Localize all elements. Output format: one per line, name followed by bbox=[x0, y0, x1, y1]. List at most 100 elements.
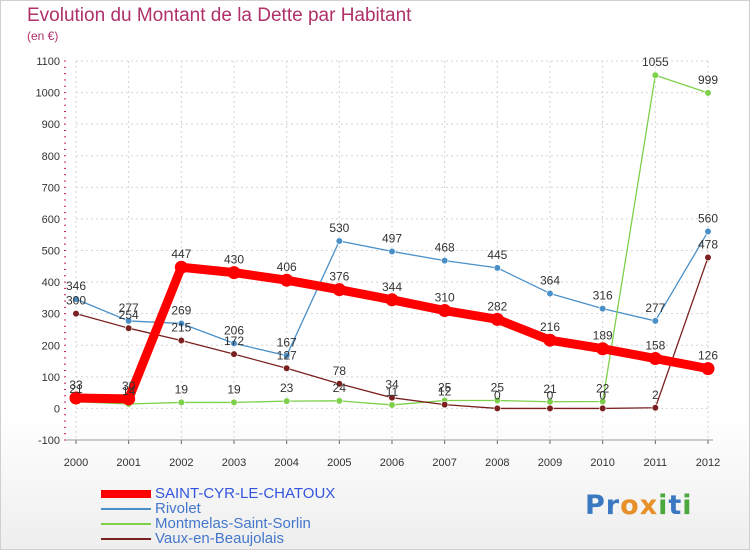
data-label-3: 34 bbox=[385, 378, 399, 392]
logo-letter: o bbox=[620, 490, 640, 521]
data-label-1: 269 bbox=[171, 303, 191, 317]
legend-swatch bbox=[101, 538, 151, 540]
data-label-0: 189 bbox=[593, 329, 613, 343]
y-tick-label: 300 bbox=[42, 309, 60, 321]
legend-label: Montmelas-Saint-Sorlin bbox=[155, 515, 311, 532]
data-label-1: 530 bbox=[329, 221, 349, 235]
x-tick-label: 2004 bbox=[274, 457, 298, 469]
series-point-1 bbox=[493, 264, 501, 272]
series-point-3 bbox=[72, 310, 80, 318]
legend-swatch bbox=[101, 508, 151, 510]
series-point-1 bbox=[177, 319, 185, 328]
data-label-2: 21 bbox=[69, 382, 83, 396]
data-label-2: 22 bbox=[596, 381, 610, 395]
series-point-0 bbox=[648, 352, 662, 366]
series-point-1 bbox=[441, 257, 449, 265]
series-point-2 bbox=[388, 401, 396, 409]
legend-swatch bbox=[101, 523, 151, 525]
series-point-0 bbox=[280, 273, 294, 287]
y-tick-label: -100 bbox=[38, 435, 60, 447]
proxiti-logo: Proxiti bbox=[585, 490, 693, 521]
data-label-3: 478 bbox=[698, 237, 718, 251]
y-tick-label: 900 bbox=[42, 119, 60, 131]
data-label-0: 430 bbox=[224, 253, 244, 267]
series-point-0 bbox=[385, 293, 399, 307]
logo-letter: r bbox=[605, 490, 621, 521]
series-point-2 bbox=[493, 396, 501, 405]
data-label-0: 344 bbox=[382, 280, 402, 294]
series-point-2 bbox=[335, 397, 343, 405]
y-tick-label: 1100 bbox=[36, 56, 60, 68]
data-label-1: 445 bbox=[487, 248, 507, 262]
series-point-1 bbox=[335, 237, 343, 245]
data-label-3: 2 bbox=[652, 388, 659, 402]
data-label-2: 25 bbox=[491, 381, 505, 395]
data-label-3: 0 bbox=[599, 388, 606, 402]
series-point-3 bbox=[335, 380, 343, 388]
data-label-1: 497 bbox=[382, 231, 402, 245]
series-point-0 bbox=[332, 283, 346, 297]
series-point-2 bbox=[177, 398, 185, 407]
data-label-0: 158 bbox=[645, 339, 665, 353]
series-point-1 bbox=[72, 295, 80, 303]
series-point-0 bbox=[701, 362, 715, 376]
data-label-1: 277 bbox=[119, 301, 139, 315]
series-point-1 bbox=[230, 339, 238, 347]
series-point-3 bbox=[125, 324, 133, 332]
data-label-1: 206 bbox=[224, 323, 244, 337]
series-point-0 bbox=[543, 333, 557, 347]
y-tick-label: 600 bbox=[42, 214, 60, 226]
data-label-3: 0 bbox=[547, 388, 554, 402]
series-point-0 bbox=[174, 260, 188, 274]
x-tick-label: 2012 bbox=[696, 457, 720, 469]
data-label-0: 126 bbox=[698, 349, 718, 363]
y-tick-label: 1000 bbox=[36, 88, 60, 100]
series-point-1 bbox=[599, 305, 607, 313]
series-point-1 bbox=[283, 352, 291, 360]
series-point-3 bbox=[388, 394, 396, 402]
series-point-1 bbox=[546, 289, 554, 298]
y-tick-label: 100 bbox=[42, 372, 60, 384]
data-label-1: 346 bbox=[66, 279, 86, 293]
data-label-0: 282 bbox=[487, 299, 507, 313]
axes: -100010020030040050060070080090010001100… bbox=[36, 56, 721, 469]
x-tick-label: 2006 bbox=[380, 457, 404, 469]
data-label-2: 23 bbox=[280, 381, 294, 395]
series-point-0 bbox=[122, 392, 136, 406]
x-tick-label: 2007 bbox=[432, 457, 456, 469]
x-tick-label: 2000 bbox=[64, 457, 88, 469]
data-label-1: 560 bbox=[698, 212, 718, 226]
data-label-2: 999 bbox=[698, 73, 718, 87]
data-label-2: 11 bbox=[386, 385, 399, 399]
data-label-2: 1055 bbox=[642, 55, 669, 69]
series-point-1 bbox=[125, 317, 133, 325]
legend-label: SAINT-CYR-LE-CHATOUX bbox=[155, 485, 336, 502]
x-tick-label: 2008 bbox=[485, 457, 509, 469]
y-tick-label: 0 bbox=[54, 403, 60, 415]
chart-title: Evolution du Montant de la Dette par Hab… bbox=[27, 5, 412, 26]
series-point-1 bbox=[704, 227, 712, 236]
data-label-1: 277 bbox=[645, 301, 665, 315]
logo-letter: t bbox=[668, 490, 683, 521]
series-point-0 bbox=[227, 266, 241, 280]
data-label-3: 300 bbox=[66, 294, 86, 308]
series-point-3 bbox=[230, 350, 238, 358]
data-label-3: 78 bbox=[333, 364, 347, 378]
series-point-0 bbox=[438, 304, 452, 318]
data-label-0: 216 bbox=[540, 320, 560, 334]
x-tick-label: 2001 bbox=[116, 457, 140, 469]
series-point-3 bbox=[493, 404, 501, 413]
data-label-3: 127 bbox=[277, 348, 297, 362]
data-label-0: 30 bbox=[122, 379, 136, 393]
data-label-2: 21 bbox=[543, 382, 557, 396]
logo-letter: i bbox=[658, 490, 669, 521]
y-tick-label: 700 bbox=[42, 182, 60, 194]
logo-letter: i bbox=[682, 490, 693, 521]
legend-label: Vaux-en-Beaujolais bbox=[155, 530, 284, 547]
data-label-3: 254 bbox=[119, 308, 139, 322]
series-point-3 bbox=[546, 404, 554, 413]
x-tick-label: 2010 bbox=[590, 457, 614, 469]
x-tick-label: 2005 bbox=[327, 457, 351, 469]
